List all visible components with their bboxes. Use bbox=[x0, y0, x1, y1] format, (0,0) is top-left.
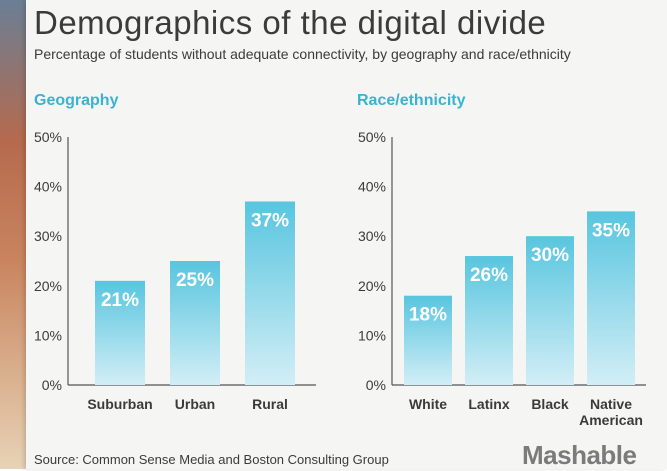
geography-panel-title: Geography bbox=[34, 92, 119, 109]
race-panel-title: Race/ethnicity bbox=[357, 92, 466, 109]
race-category-label: Native bbox=[590, 396, 632, 412]
race-bar-value-label: 30% bbox=[531, 245, 569, 266]
geography-ytick-label: 10% bbox=[34, 327, 62, 343]
race-ytick-label: 10% bbox=[358, 327, 386, 343]
geography-bar-value-label: 37% bbox=[251, 210, 289, 231]
race-ethnicity-bar-chart: 0% 10% 20% 30% 40% 50% 18% White 26% Latinx 30% Bla… bbox=[358, 129, 646, 428]
race-ytick-label: 30% bbox=[358, 228, 386, 244]
race-ytick-label: 0% bbox=[366, 377, 386, 393]
page-title: Demographics of the digital divide bbox=[34, 4, 547, 41]
race-category-label: White bbox=[409, 396, 447, 412]
race-category-label: Black bbox=[531, 396, 569, 412]
brand-logo: Mashable bbox=[522, 440, 637, 470]
source-note: Source: Common Sense Media and Boston Co… bbox=[34, 452, 389, 467]
race-category-label: American bbox=[579, 412, 643, 428]
geography-ytick-label: 30% bbox=[34, 228, 62, 244]
geography-ytick-label: 40% bbox=[34, 179, 62, 195]
race-bar-value-label: 26% bbox=[470, 265, 508, 286]
background-photo-strip bbox=[0, 0, 26, 469]
race-bar bbox=[465, 256, 513, 385]
geography-ytick-label: 20% bbox=[34, 278, 62, 294]
geography-bar bbox=[170, 261, 220, 385]
race-category-label: Latinx bbox=[468, 396, 509, 412]
race-ytick-label: 20% bbox=[358, 278, 386, 294]
geography-ytick-label: 0% bbox=[42, 377, 62, 393]
geography-category-label: Urban bbox=[175, 396, 215, 412]
geography-category-label: Rural bbox=[252, 396, 288, 412]
race-bar-value-label: 35% bbox=[592, 220, 630, 241]
geography-bar-value-label: 25% bbox=[176, 270, 214, 291]
geography-bar bbox=[95, 280, 145, 385]
race-ytick-label: 40% bbox=[358, 179, 386, 195]
race-bar bbox=[526, 236, 574, 385]
geography-category-label: Suburban bbox=[87, 396, 152, 412]
geography-bar bbox=[245, 201, 295, 385]
infographic-card: Demographics of the digital divide Perce… bbox=[26, 0, 667, 470]
race-bar-value-label: 18% bbox=[409, 305, 447, 326]
race-bar bbox=[404, 295, 452, 385]
geography-bar-value-label: 21% bbox=[101, 290, 139, 311]
race-bar bbox=[587, 211, 635, 385]
page-subtitle: Percentage of students without adequate … bbox=[34, 46, 571, 62]
race-ytick-label: 50% bbox=[358, 129, 386, 145]
geography-ytick-label: 50% bbox=[34, 129, 62, 145]
geography-bar-chart: 0% 10% 20% 30% 40% 50% 21% Suburban 25% Urban 37% R… bbox=[34, 129, 316, 412]
